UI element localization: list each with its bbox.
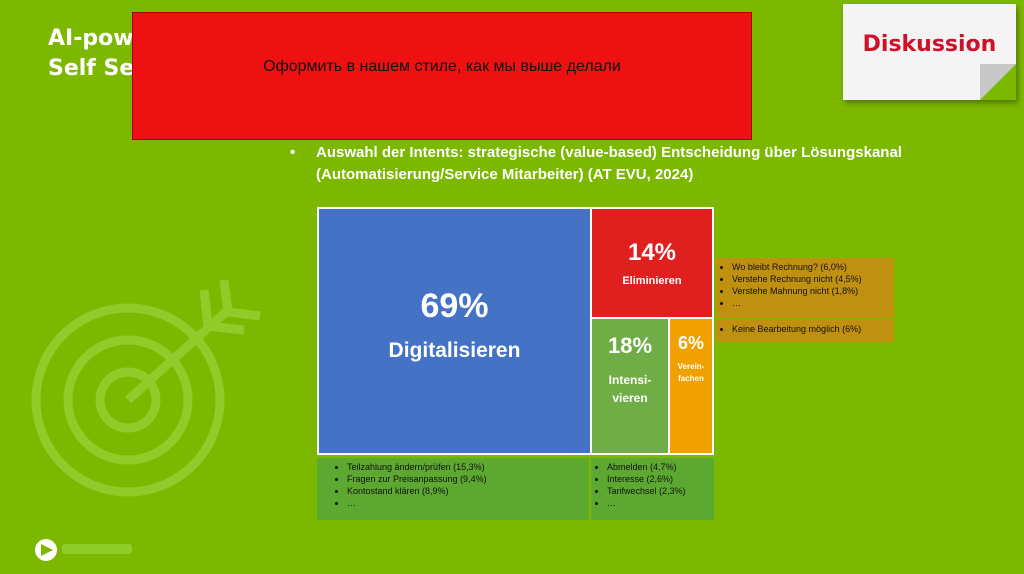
- target-icon: [31, 280, 261, 497]
- cell-label-line2: fachen: [678, 374, 704, 383]
- note-item: Fragen zur Preisanpassung (9,4%): [347, 473, 583, 485]
- note-item: …: [732, 297, 888, 309]
- cell-value: 6%: [677, 333, 704, 353]
- intensivieren-notes: Abmelden (4,7%) Interesse (2,6%) Tarifwe…: [591, 458, 714, 520]
- treemap-cell-digitalisieren: 69% Digitalisieren: [319, 209, 590, 453]
- cell-label-line1: Intensi-: [608, 373, 652, 387]
- red-banner-text: Оформить в нашем стиле, как мы выше дела…: [263, 58, 621, 75]
- cell-label: Eliminieren: [622, 275, 682, 287]
- note-item: Kontostand klären (8,9%): [347, 485, 583, 497]
- vereinfachen-notes: Keine Bearbeitung möglich (6%): [716, 320, 894, 342]
- treemap-cell-intensivieren: 18% Intensi- vieren: [592, 319, 668, 453]
- treemap-cell-vereinfachen: 6% Verein- fachen: [670, 319, 712, 453]
- sticky-note: Diskussion: [843, 4, 1016, 100]
- bullet-dot: •: [290, 144, 296, 161]
- note-item: Interesse (2,6%): [607, 473, 708, 485]
- cell-label-line2: vieren: [612, 391, 648, 405]
- cell-value: 69%: [420, 287, 489, 325]
- note-item: Teilzahlung ändern/prüfen (15,3%): [347, 461, 583, 473]
- red-banner: Оформить в нашем стиле, как мы выше дела…: [132, 12, 752, 140]
- note-item: Verstehe Rechnung nicht (4,5%): [732, 273, 888, 285]
- cell-label-line1: Verein-: [677, 362, 705, 371]
- cell-label: Digitalisieren: [388, 339, 521, 362]
- note-item: …: [347, 497, 583, 509]
- cell-value: 18%: [607, 333, 653, 358]
- cell-value: 14%: [627, 239, 677, 266]
- note-item: Tarifwechsel (2,3%): [607, 485, 708, 497]
- note-item: Keine Bearbeitung möglich (6%): [732, 323, 888, 335]
- note-item: Verstehe Mahnung nicht (1,8%): [732, 285, 888, 297]
- logo-icon: [35, 539, 132, 561]
- eliminieren-notes: Wo bleibt Rechnung? (6,0%) Verstehe Rech…: [716, 258, 894, 318]
- note-item: Wo bleibt Rechnung? (6,0%): [732, 261, 888, 273]
- note-item: Abmelden (4,7%): [607, 461, 708, 473]
- cell-label: Intensi- vieren: [592, 371, 668, 407]
- slide-title: AI-powe Self Ser: [48, 24, 148, 84]
- bullet-text: Auswahl der Intents: strategische (value…: [316, 144, 902, 183]
- digitalisieren-notes: Teilzahlung ändern/prüfen (15,3%) Fragen…: [317, 458, 589, 520]
- page-curl: [980, 64, 1016, 100]
- cell-label: Verein- fachen: [670, 361, 712, 385]
- treemap-cell-eliminieren: 14% Eliminieren: [592, 209, 712, 317]
- note-item: …: [607, 497, 708, 509]
- treemap-chart: 69% Digitalisieren 14% Eliminieren 18% I…: [317, 207, 714, 455]
- slide-title-line2: Self Ser: [48, 56, 146, 81]
- slide-title-line1: AI-powe: [48, 26, 149, 51]
- sticky-note-label: Diskussion: [862, 32, 997, 57]
